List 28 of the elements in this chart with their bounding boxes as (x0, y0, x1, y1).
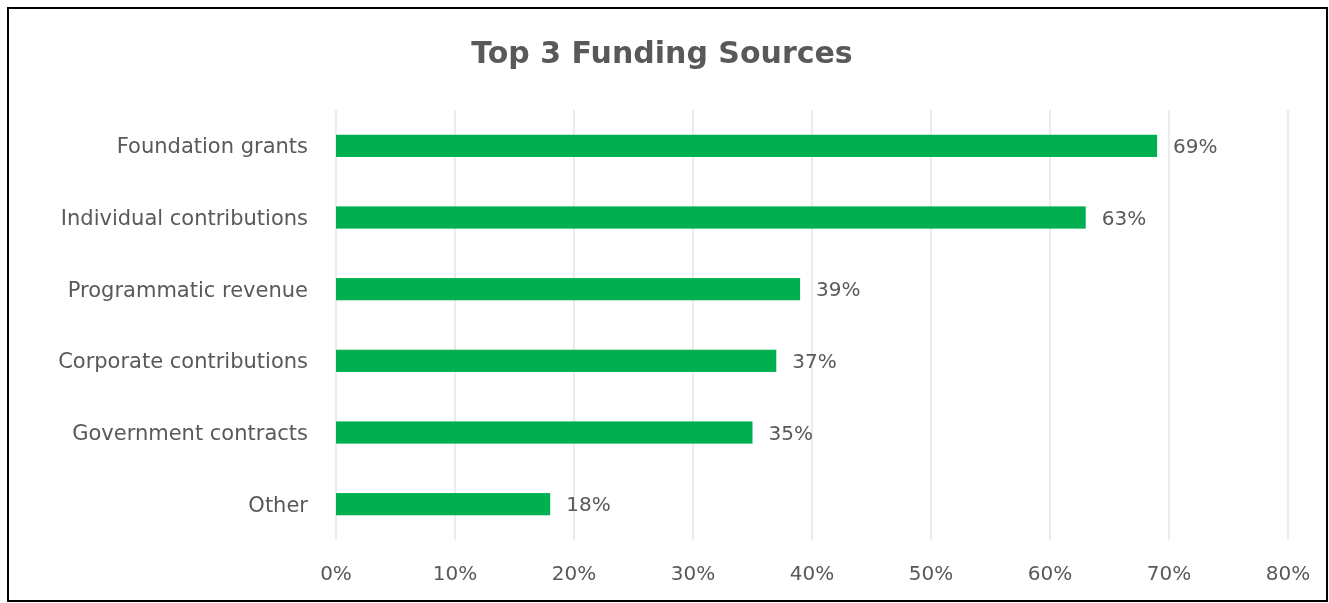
chart-title: Top 3 Funding Sources (471, 34, 853, 70)
y-tick-label: Individual contributions (60, 205, 308, 230)
data-label: 69% (1173, 133, 1218, 158)
x-tick-label: 70% (1146, 561, 1192, 585)
x-tick-label: 50% (908, 561, 954, 585)
x-tick-label: 60% (1027, 561, 1073, 585)
data-label: 18% (566, 492, 611, 517)
x-tick-label: 0% (320, 561, 352, 585)
bar (336, 349, 777, 372)
bar (336, 493, 551, 516)
x-tick-label: 10% (432, 561, 478, 585)
y-tick-label: Corporate contributions (58, 349, 308, 374)
y-tick-label: Other (248, 492, 309, 517)
data-label: 39% (816, 277, 861, 302)
bar (336, 421, 753, 444)
x-tick-label: 30% (670, 561, 716, 585)
x-tick-label: 40% (789, 561, 835, 585)
x-tick-label: 20% (551, 561, 597, 585)
data-label: 37% (792, 348, 837, 373)
bar (336, 278, 801, 301)
x-tick-label: 80% (1265, 561, 1311, 585)
y-tick-label: Foundation grants (116, 134, 308, 159)
bar (336, 206, 1086, 229)
y-tick-label: Programmatic revenue (67, 277, 308, 302)
bar (336, 134, 1158, 157)
data-label: 63% (1101, 205, 1147, 230)
data-label: 35% (768, 420, 813, 445)
y-tick-label: Government contracts (72, 420, 308, 445)
